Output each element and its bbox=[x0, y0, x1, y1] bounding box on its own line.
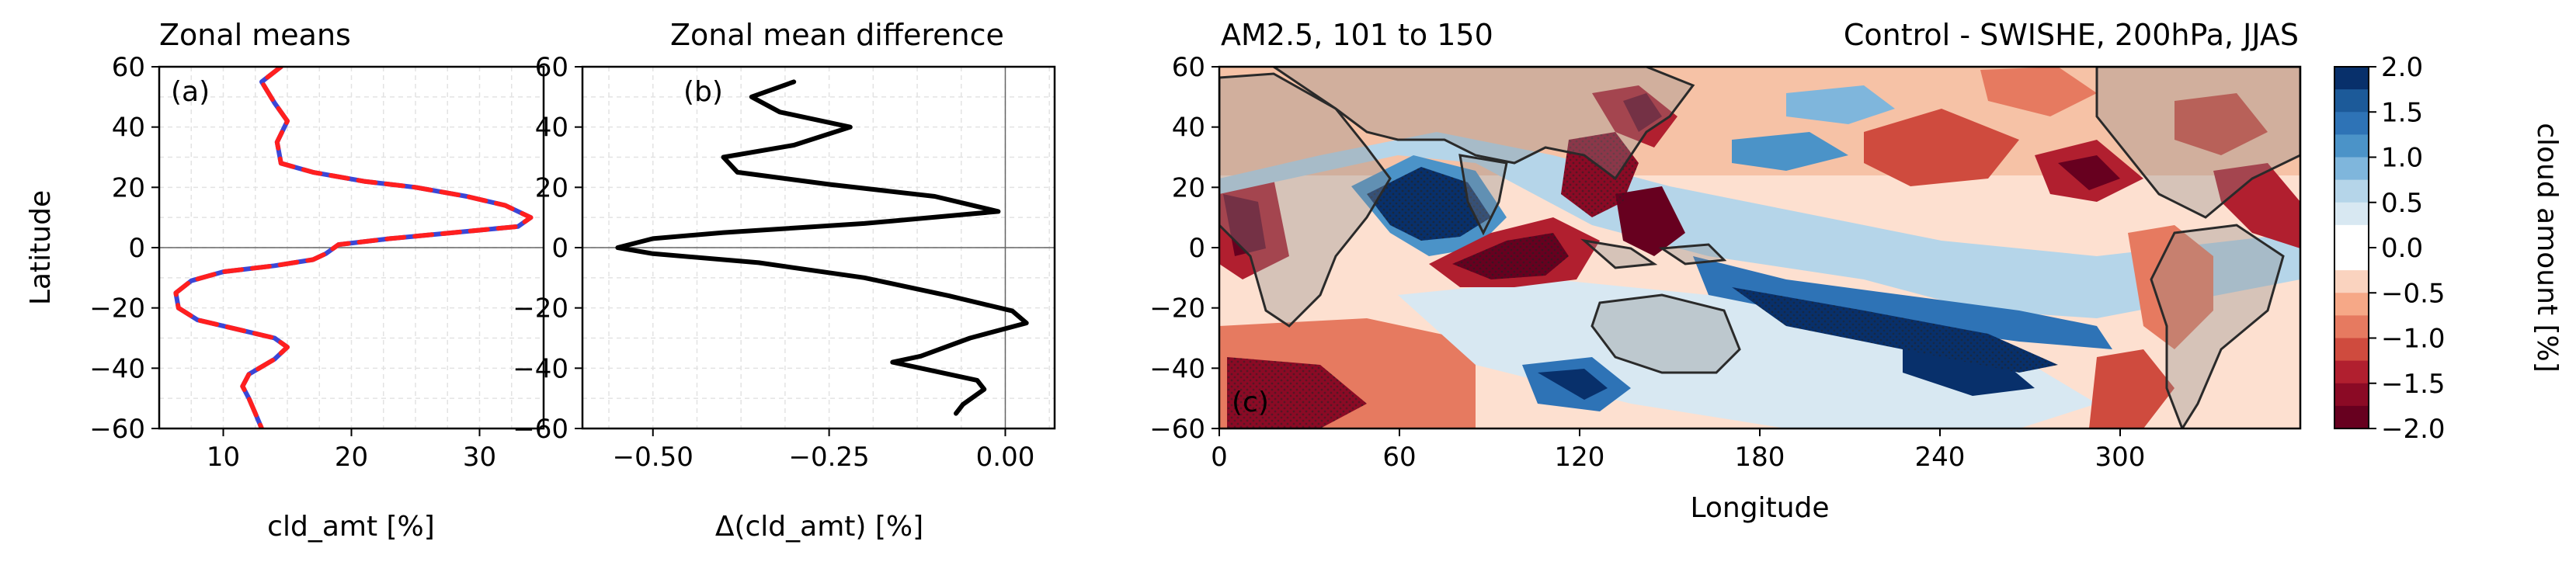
colorbar-label: cloud amount [%] bbox=[2531, 123, 2563, 373]
x-tick-label: 10 bbox=[207, 442, 240, 473]
colorbar-cell bbox=[2334, 224, 2369, 248]
y-tick-label: 0 bbox=[551, 233, 568, 264]
y-tick-label: −20 bbox=[89, 293, 145, 324]
colorbar-cell bbox=[2334, 179, 2369, 203]
colorbar-cell bbox=[2334, 89, 2369, 113]
colorbar-tick-label: 1.5 bbox=[2381, 97, 2423, 128]
colorbar-cell bbox=[2334, 360, 2369, 384]
colorbar-tick-label: −0.5 bbox=[2381, 278, 2446, 309]
colorbar-cell bbox=[2334, 270, 2369, 293]
colorbar-cell bbox=[2334, 293, 2369, 316]
colorbar-cell bbox=[2334, 248, 2369, 271]
y-tick-label: −40 bbox=[89, 353, 145, 384]
x-tick-label: 300 bbox=[2095, 442, 2146, 473]
colorbar-cell bbox=[2334, 338, 2369, 362]
y-tick-label: −40 bbox=[513, 353, 568, 384]
panel-a-label: (a) bbox=[171, 76, 210, 108]
x-tick-label: 0 bbox=[1211, 442, 1228, 473]
panel-a-zonal-means: −60 −40 −20 0 20 40 60 10 20 30 Zonal means (a) c… bbox=[25, 18, 545, 543]
colorbar-tick-label: 2.0 bbox=[2381, 52, 2423, 83]
colorbar: 2.0 1.5 1.0 0.5 0.0 −0.5 −1.0 −1.5 −2.0 cloud am… bbox=[2334, 52, 2563, 445]
x-tick-label: 60 bbox=[1382, 442, 1416, 473]
colorbar-tick-label: 0.0 bbox=[2381, 233, 2423, 264]
y-axis-title: Latitude bbox=[25, 190, 57, 305]
colorbar-cell bbox=[2334, 134, 2369, 158]
series-line-1 bbox=[173, 67, 534, 428]
panel-b-title: Zonal mean difference bbox=[670, 18, 1004, 52]
series-line-0 bbox=[615, 79, 1029, 416]
panel-a-title: Zonal means bbox=[159, 18, 351, 52]
x-axis-title: cld_amt [%] bbox=[267, 511, 435, 543]
x-axis-title: Δ(cld_amt) [%] bbox=[715, 511, 923, 543]
y-tick-label: −60 bbox=[1149, 414, 1205, 445]
y-tick-label: 20 bbox=[1172, 172, 1205, 203]
colorbar-tick-label: 1.0 bbox=[2381, 143, 2423, 174]
y-tick-label: 0 bbox=[128, 233, 145, 264]
y-tick-label: 40 bbox=[535, 113, 568, 144]
colorbar-tick-label: −1.0 bbox=[2381, 324, 2446, 355]
x-tick-label: −0.25 bbox=[789, 442, 870, 473]
y-tick-label: 60 bbox=[1172, 52, 1205, 83]
panel-c-subtitle: Control - SWISHE, 200hPa, JJAS bbox=[1844, 18, 2299, 52]
colorbar-tick-label: −2.0 bbox=[2381, 414, 2446, 445]
x-tick-label: 20 bbox=[335, 442, 368, 473]
x-tick-label: 240 bbox=[1915, 442, 1966, 473]
colorbar-cell bbox=[2334, 112, 2369, 135]
panel-c-title: AM2.5, 101 to 150 bbox=[1221, 18, 1493, 52]
x-tick-label: 180 bbox=[1735, 442, 1785, 473]
y-tick-label: 60 bbox=[535, 52, 568, 83]
panel-c-map: −60 −40 −20 0 20 40 60 0 60 120 180 240 300 AM2.5, 1… bbox=[1149, 18, 2302, 524]
y-tick-label: 40 bbox=[112, 113, 145, 144]
map-contours bbox=[1219, 67, 2300, 428]
y-tick-label: −60 bbox=[513, 414, 568, 445]
colorbar-cell bbox=[2334, 315, 2369, 338]
y-tick-label: −20 bbox=[1149, 293, 1205, 324]
y-tick-label: 40 bbox=[1172, 113, 1205, 144]
panel-b-label: (b) bbox=[683, 76, 723, 108]
y-tick-label: −20 bbox=[513, 293, 568, 324]
x-tick-label: −0.50 bbox=[613, 442, 694, 473]
grid bbox=[158, 66, 544, 429]
colorbar-cell bbox=[2334, 67, 2369, 90]
y-tick-label: 20 bbox=[112, 172, 145, 203]
y-tick-label: 0 bbox=[1188, 233, 1205, 264]
y-tick-label: 20 bbox=[535, 172, 568, 203]
x-tick-label: 120 bbox=[1555, 442, 1605, 473]
y-tick-label: −60 bbox=[89, 414, 145, 445]
panel-c-label: (c) bbox=[1232, 387, 1269, 418]
colorbar-cell bbox=[2334, 157, 2369, 181]
y-tick-label: −40 bbox=[1149, 353, 1205, 384]
colorbar-cell bbox=[2334, 405, 2369, 429]
x-axis-title: Longitude bbox=[1690, 492, 1829, 524]
panel-b-zonal-mean-difference: −60 −40 −20 0 20 40 60 −0.50 −0.25 0.00 Zonal mea… bbox=[513, 18, 1056, 543]
colorbar-tick-label: 0.5 bbox=[2381, 188, 2423, 219]
colorbar-cell bbox=[2334, 383, 2369, 407]
x-tick-label: 0.00 bbox=[976, 442, 1035, 473]
colorbar-cell bbox=[2334, 202, 2369, 226]
x-tick-label: 30 bbox=[463, 442, 496, 473]
colorbar-tick-label: −1.5 bbox=[2381, 369, 2446, 400]
y-tick-label: 60 bbox=[112, 52, 145, 83]
